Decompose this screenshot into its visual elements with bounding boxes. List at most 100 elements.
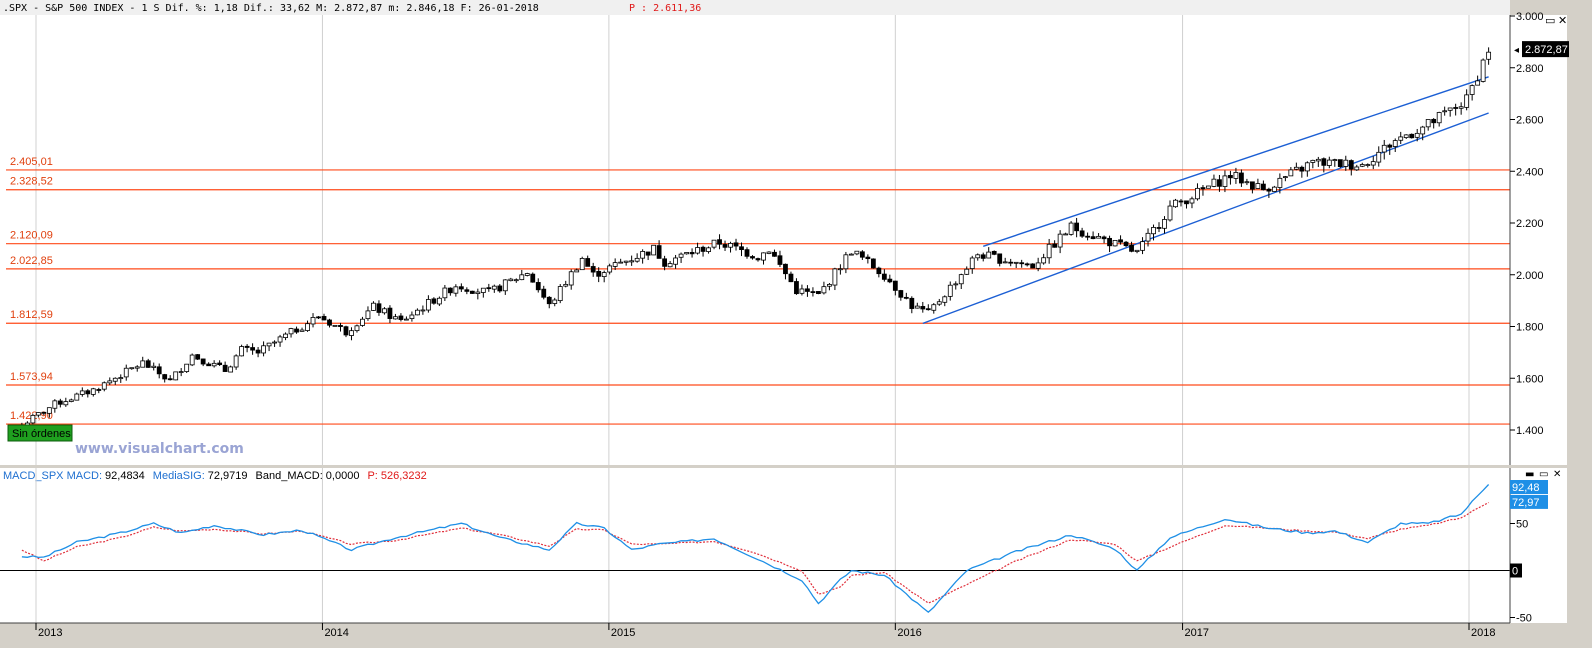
candle-body: [1282, 176, 1288, 179]
candle-body: [810, 291, 816, 294]
candle-body: [173, 371, 179, 381]
candle-body: [870, 258, 876, 269]
channel-line[interactable]: [983, 76, 1489, 247]
year-tick-label: 2014: [324, 627, 348, 639]
candle-body: [1035, 262, 1041, 269]
candle-body: [997, 253, 1003, 264]
candle-body: [722, 244, 728, 248]
candle-body: [508, 278, 514, 282]
candle-body: [1024, 263, 1030, 266]
candle-body: [728, 242, 733, 248]
candle-body: [1458, 106, 1464, 109]
candle-body: [1211, 178, 1217, 187]
candle-body: [1464, 94, 1470, 108]
candle-body: [195, 354, 201, 360]
candle-body: [859, 251, 865, 258]
candle-body: [1332, 159, 1338, 162]
candle-body: [464, 289, 470, 292]
price-scroll-area[interactable]: [1567, 15, 1592, 465]
candle-body: [805, 288, 810, 292]
panel-close-icon[interactable]: ✕: [1553, 469, 1561, 480]
panel-maximize-icon[interactable]: ▭: [1539, 469, 1548, 480]
candle-body: [123, 367, 129, 378]
candle-body: [129, 367, 135, 370]
header-p-value: P : 2.611,36: [629, 3, 701, 14]
candle-body: [1271, 186, 1277, 192]
candle-body: [1167, 205, 1173, 221]
candle-body: [761, 252, 766, 261]
candle-body: [1151, 227, 1156, 235]
candle-body: [156, 366, 162, 375]
candle-body: [316, 316, 321, 319]
candle-body: [788, 273, 794, 283]
candle-body: [244, 345, 250, 348]
candle-body: [217, 362, 223, 366]
order-badge[interactable]: [7, 424, 73, 442]
candle-body: [1195, 187, 1200, 200]
candle-body: [420, 309, 426, 312]
candle-body: [57, 400, 63, 405]
candle-body: [739, 246, 744, 251]
candle-body: [755, 258, 761, 261]
candle-body: [255, 349, 261, 354]
candle-body: [1189, 198, 1195, 204]
candle-body: [79, 390, 85, 395]
macd-panel[interactable]: [0, 468, 1510, 623]
candle-body: [1486, 51, 1492, 60]
candle-body: [920, 306, 926, 310]
year-tick-label: 2013: [38, 627, 62, 639]
candle-body: [96, 389, 102, 391]
candle-body: [1255, 183, 1261, 189]
last-price-badge: ◂ 2.872,87: [1514, 41, 1569, 58]
candle-body: [1134, 249, 1140, 252]
candle-body: [535, 282, 541, 291]
candle-body: [376, 303, 382, 313]
price-panel[interactable]: [0, 15, 1510, 465]
panel-separator[interactable]: [0, 465, 1592, 468]
candle-body: [1217, 179, 1222, 187]
candle-body: [1162, 219, 1167, 229]
candle-body: [35, 412, 41, 416]
candle-body: [458, 286, 464, 290]
candle-body: [936, 301, 942, 305]
candle-body: [1090, 236, 1096, 240]
candle-body: [557, 286, 563, 302]
macd-header-value: 0,0000: [326, 470, 360, 482]
candle-body: [1398, 136, 1404, 141]
candle-body: [486, 287, 492, 290]
candle-body: [1079, 230, 1085, 237]
panel-close-icon[interactable]: ✕: [1558, 14, 1567, 27]
candle-body: [887, 278, 893, 283]
channel-line[interactable]: [922, 112, 1489, 325]
candle-body: [1057, 233, 1063, 248]
macd-value-label: 92,48: [1512, 482, 1540, 494]
candle-body: [1096, 235, 1101, 239]
candle-body: [436, 297, 442, 305]
candle-body: [1228, 175, 1233, 179]
candle-body: [1178, 200, 1184, 203]
candle-body: [832, 268, 838, 286]
candle-body: [1085, 235, 1090, 238]
candle-body: [382, 308, 387, 314]
macd-scroll-area[interactable]: [1567, 468, 1592, 623]
candle-body: [1288, 169, 1294, 177]
candle-body: [991, 250, 997, 255]
panel-collapse-icon[interactable]: ▬: [1525, 469, 1534, 480]
candle-body: [744, 249, 750, 257]
candle-body: [1046, 243, 1052, 259]
candle-body: [343, 326, 349, 336]
panel-collapse-icon[interactable]: ▭: [1545, 14, 1555, 27]
candle-body: [107, 380, 113, 384]
price-tick-label: 2.400: [1516, 166, 1544, 178]
candle-body: [349, 330, 354, 336]
candle-body: [1436, 112, 1442, 124]
candle-body: [1156, 227, 1162, 229]
candle-body: [848, 253, 854, 256]
candle-body: [1348, 160, 1354, 170]
time-axis[interactable]: [0, 623, 1592, 648]
candle-body: [1239, 172, 1244, 184]
candle-body: [837, 268, 843, 271]
candle-body: [283, 333, 288, 338]
candle-body: [1184, 200, 1189, 205]
